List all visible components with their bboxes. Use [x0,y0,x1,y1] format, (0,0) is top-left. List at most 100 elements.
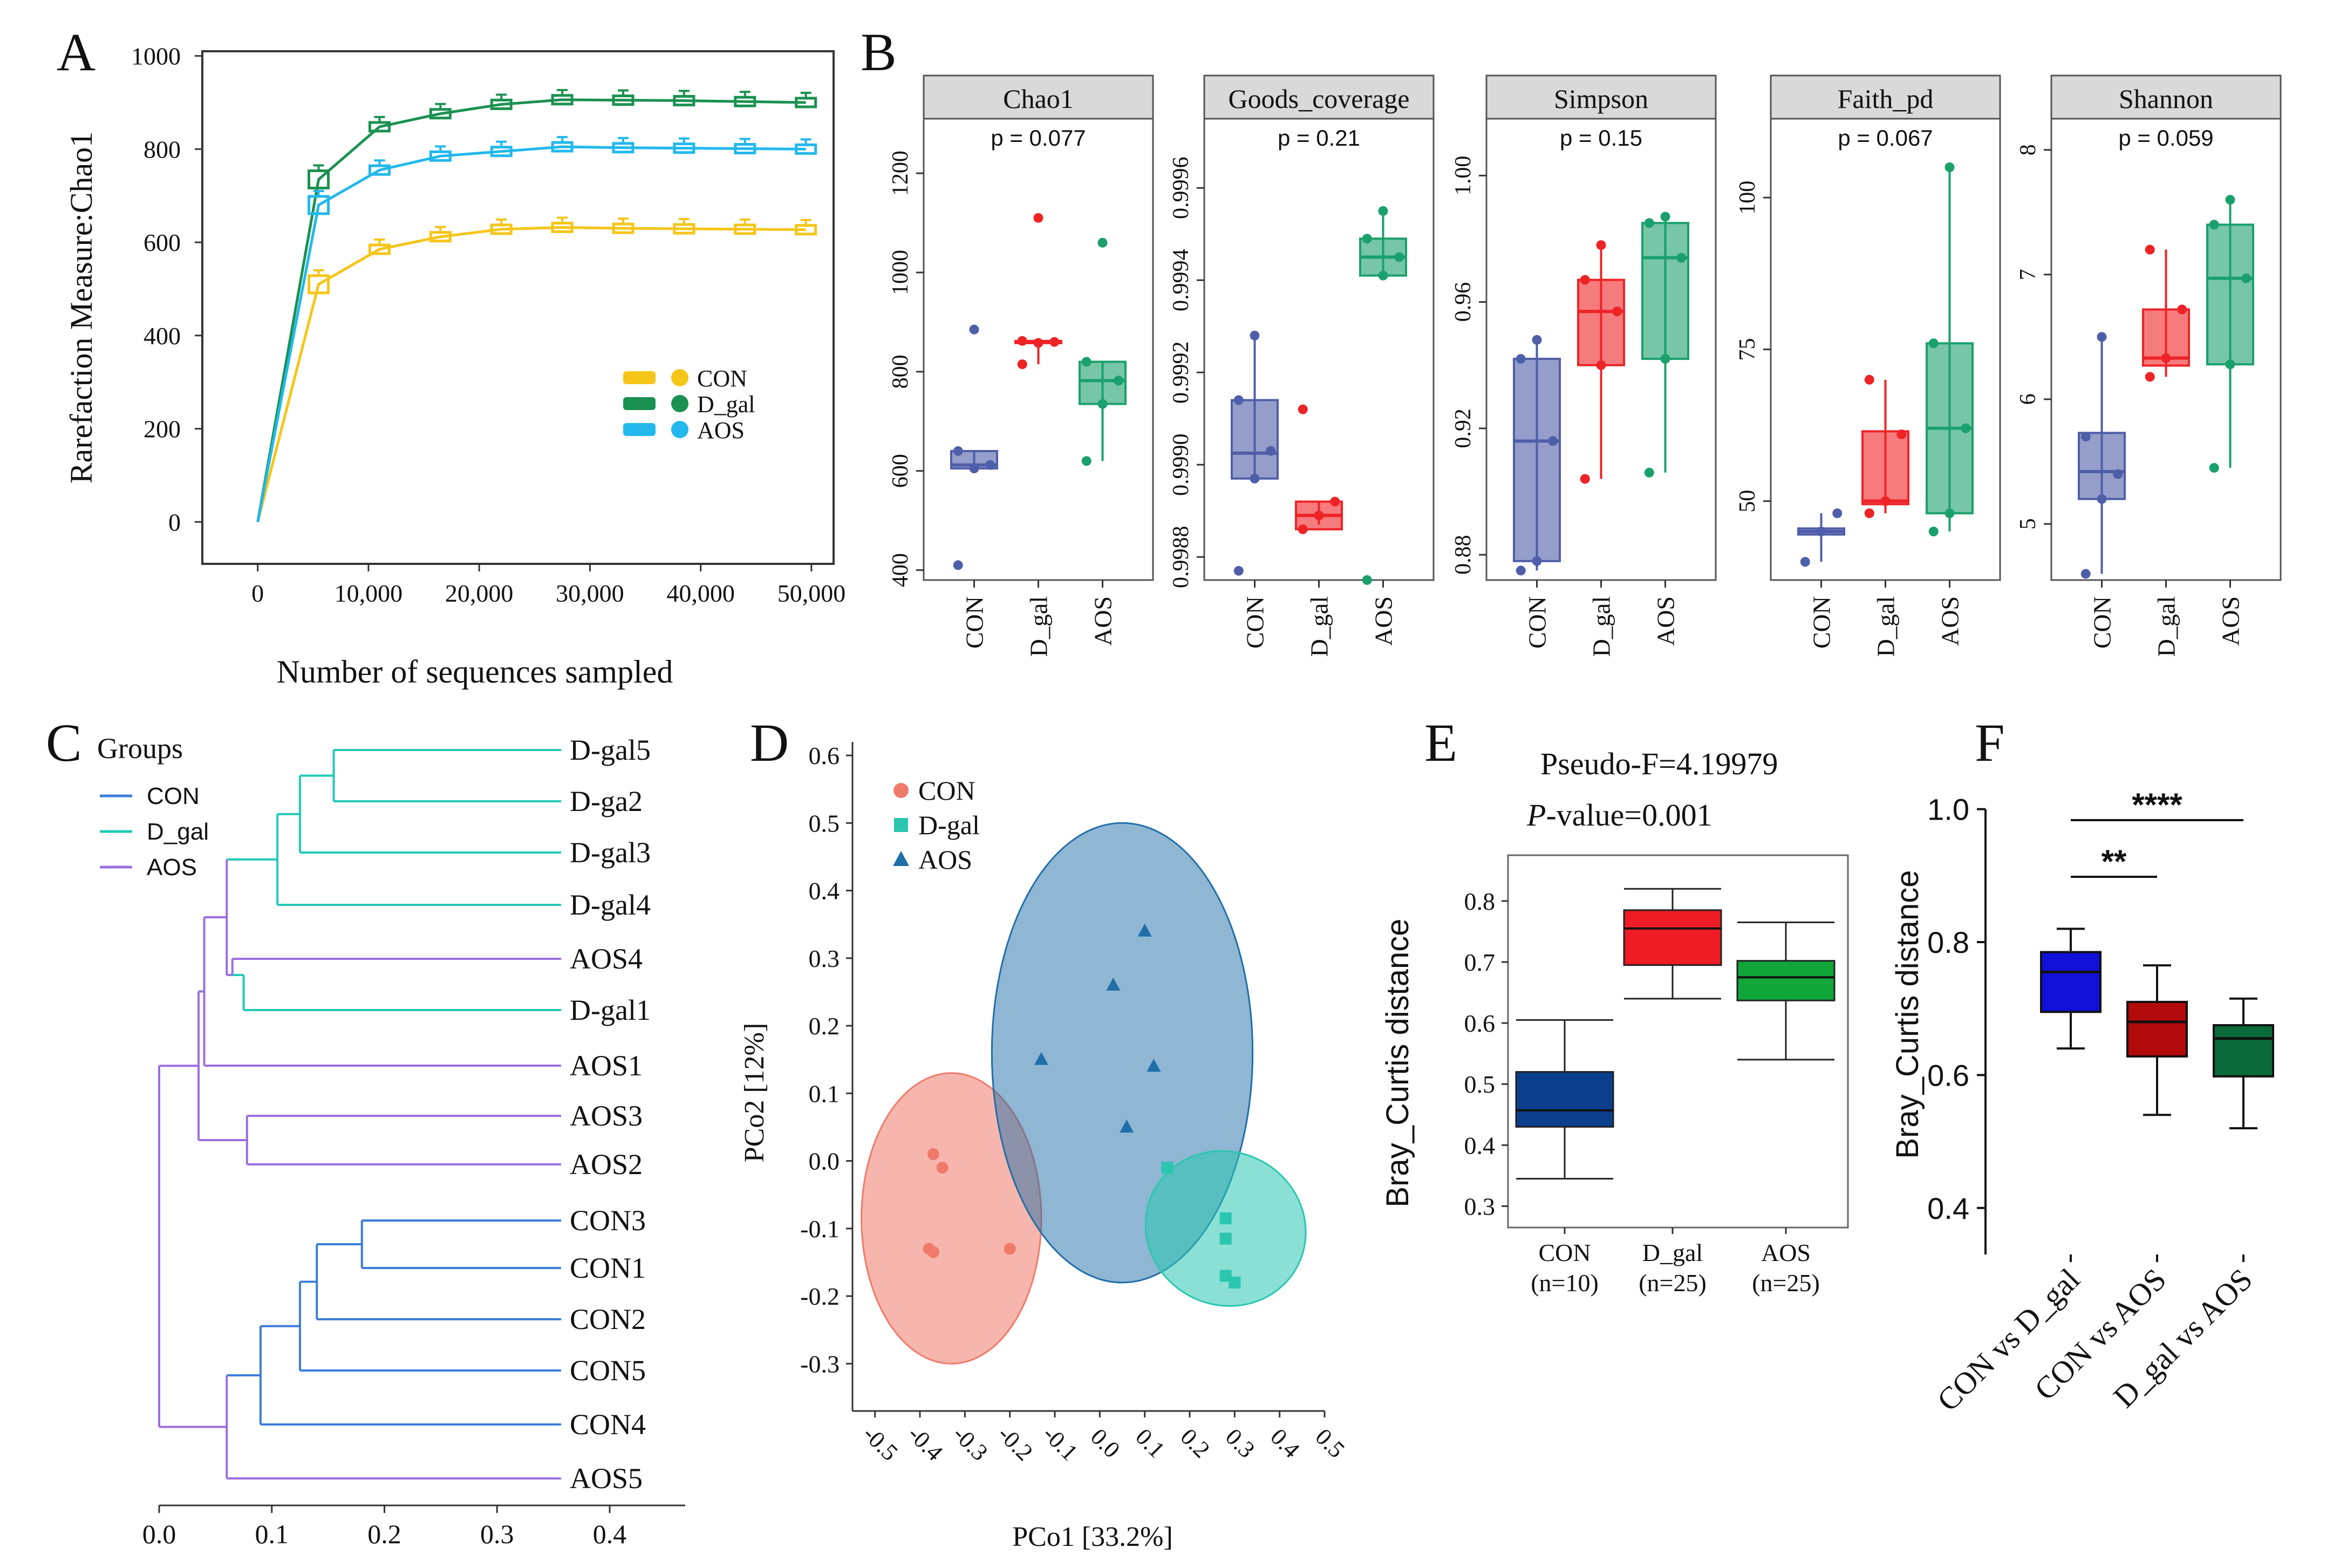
b-xtick-label: AOS [2217,596,2244,646]
b-point [2097,494,2107,504]
f-box [2040,951,2102,1013]
e-category-label: AOS [1761,1239,1811,1266]
d-ytick-label: -0.1 [800,1215,840,1243]
b-point [1676,253,1687,263]
b-point [2209,463,2219,473]
b-ytick-label: 8 [2016,144,2041,155]
c-leaf-label: AOS1 [570,1049,643,1082]
e-count-label: (n=25) [1639,1269,1707,1297]
b-point [1832,508,1843,519]
panel-a-rarefaction: Rarefaction Measure:Chao1 Number of sequ… [64,43,845,690]
b-point [1644,218,1654,228]
b-point [1928,338,1939,349]
d-ellipse-dgal [1144,1150,1307,1307]
b-box [1861,430,1909,506]
c-leaf-label: CON1 [570,1252,646,1284]
a-ytick-label: 0 [168,508,181,536]
panel-c-dendrogram: Groups CON D_gal AOS D-gal5 D-ga2 D-gal3 D-ga… [97,732,685,1549]
b-ytick-label: 0.9996 [1169,157,1193,220]
panel-e-p-value: P-value=0.001 [1526,797,1713,833]
b-point [1580,474,1590,484]
d-point-aos [1106,977,1121,991]
c-legend-label: AOS [147,854,197,881]
b-point [1928,527,1939,536]
b-point [1532,335,1542,345]
e-ytick-label: 0.8 [1464,888,1496,915]
b-point [2113,469,2123,479]
b-ytick-label: 75 [1735,338,1760,361]
panel-f-ylabel: Bray_Curtis distance [1890,870,1925,1158]
b-strip-title: Chao1 [1003,84,1074,114]
d-point-aos [1147,1059,1161,1072]
b-ytick-label: 1000 [888,250,913,295]
c-leaf-label: AOS4 [570,943,643,975]
b-point [2145,244,2155,255]
b-point [1250,330,1260,340]
b-point [1660,212,1670,222]
d-ytick-label: -0.3 [800,1350,840,1378]
b-xtick-label: CON [1524,596,1551,649]
b-point [1612,306,1622,317]
d-point-con [927,1246,939,1258]
b-ytick-label: 50 [1735,490,1760,513]
b-ytick-label: 5 [2016,519,2041,530]
b-point [1800,557,1810,567]
b-point [969,463,979,474]
b-point [2161,353,2171,363]
b-ytick-label: 0.9990 [1169,434,1193,496]
b-point [1330,496,1340,507]
b-point [1516,354,1526,364]
b-point [1266,446,1276,456]
b-ytick-label: 400 [888,553,913,587]
a-legend-dot [671,421,688,438]
f-ytick-label: 0.8 [1927,925,1969,959]
b-point [1033,213,1043,223]
a-legend-swatch [623,371,656,384]
b-point [953,560,963,570]
b-point [1233,565,1244,576]
c-leaf-label: AOS5 [570,1462,643,1495]
b-strip-title: Faith_pd [1838,84,1934,114]
d-xtick-label: 0.1 [1130,1423,1170,1463]
b-ytick-label: 1200 [888,151,913,196]
b-point [953,446,963,456]
d-xtick-label: 0.4 [1265,1423,1305,1463]
b-point [1049,337,1060,347]
d-xtick-label: 0.2 [1175,1423,1215,1463]
b-facet-Chao1: Chao1 p = 0.077 400 600 800 1000 1200 CON D_gal A… [888,74,1154,657]
a-series-line-CON [256,226,806,522]
b-point [1081,456,1091,466]
d-point-dgal [1219,1270,1232,1282]
b-strip-title: Simpson [1554,84,1648,114]
d-xtick-label: 0.3 [1220,1423,1260,1463]
b-strip [1203,74,1435,120]
panel-d-ylabel: PCo2 [12%] [739,1023,770,1163]
b-point [1961,423,1971,433]
b-point [1378,270,1388,281]
a-legend-label: D_gal [697,391,755,418]
f-ytick-label: 0.6 [1927,1058,1969,1092]
a-ytick-label: 400 [144,322,181,350]
b-point [1596,240,1606,250]
d-ytick-label: 0.4 [809,877,840,905]
b-facet-Simpson: Simpson p = 0.15 0.88 0.92 0.96 1.00 CON D_gal A… [1451,74,1717,657]
d-point-aos [1034,1052,1048,1065]
b-point [1816,527,1826,536]
f-ytick-label: 0.4 [1927,1191,1969,1225]
d-xtick-label: -0.1 [1038,1421,1083,1466]
panel-d-xlabel: PCo1 [33.2%] [1012,1522,1173,1552]
c-xtick-label: 0.4 [593,1519,627,1549]
panel-e-ylabel: Bray_Curtis distance [1380,918,1415,1207]
f-box [2126,1000,2188,1058]
f-ytick-label: 1.0 [1927,793,1969,827]
b-pvalue: p = 0.077 [991,125,1086,151]
b-ytick-label: 0.88 [1451,535,1476,575]
a-legend-dot [671,395,688,412]
panel-b-alpha-diversity: Chao1 p = 0.077 400 600 800 1000 1200 CON D_gal A… [888,74,2282,657]
panel-letter-c: C [46,713,82,773]
a-series-line-AOS [256,145,806,522]
e-count-label: (n=10) [1531,1269,1599,1297]
b-ytick-label: 800 [888,354,913,388]
b-point [2177,304,2187,315]
